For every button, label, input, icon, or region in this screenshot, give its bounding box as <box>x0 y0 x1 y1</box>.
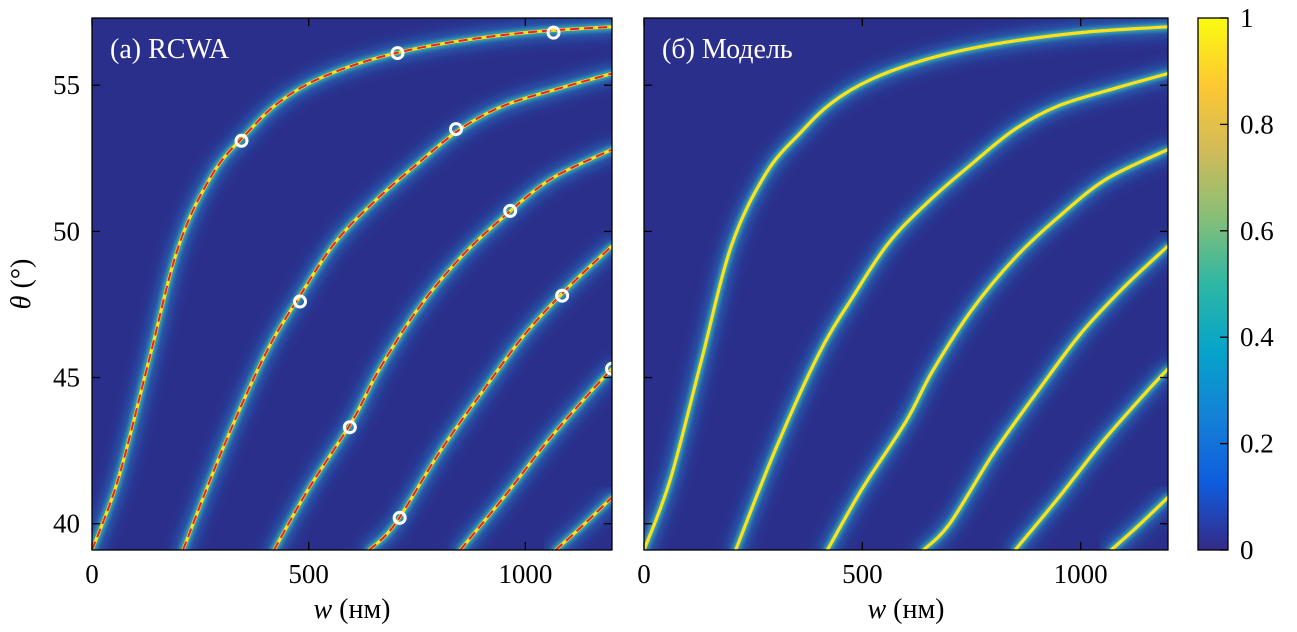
panel-a-xtick-label: 0 <box>85 559 99 589</box>
panel-b-band-core-5 <box>1013 367 1168 550</box>
fit-line-1 <box>92 25 612 550</box>
panel-b-xtick-label: 1000 <box>1054 559 1108 589</box>
panel-a-xtick-label: 500 <box>288 559 329 589</box>
data-marker-10 <box>392 510 407 525</box>
panel-a-xlabel-unit: (нм) <box>332 594 390 625</box>
colorbar-tick-label: 1 <box>1240 3 1254 33</box>
colorbar-tick-label: 0.8 <box>1240 109 1274 139</box>
colorbar-tick-label: 0 <box>1240 535 1254 565</box>
ytick-label: 45 <box>53 363 80 393</box>
data-marker-5 <box>293 294 307 309</box>
panel-b-ticks: 0 500 1000 <box>637 18 1168 589</box>
data-marker-3 <box>546 25 561 40</box>
panel-a-frame <box>91 17 613 551</box>
fit-line-6 <box>555 496 612 550</box>
panel-b-xlabel: w (нм) <box>867 594 944 625</box>
panel-a-label: (a) RCWA <box>110 34 230 65</box>
colorbar: 0 0.2 0.4 0.6 0.8 1 <box>1197 3 1274 565</box>
panel-b-band-core-6 <box>1109 495 1168 550</box>
panel-a-ticks: 0 500 1000 40 45 50 55 <box>53 18 612 589</box>
data-marker-2 <box>390 46 405 61</box>
colorbar-gradient <box>1197 17 1229 551</box>
panel-b-band-core-4 <box>921 244 1168 550</box>
y-axis-label: θ (°) <box>6 259 37 310</box>
panel-b-xtick-label: 0 <box>637 559 651 589</box>
data-marker-7 <box>555 288 570 303</box>
panel-b-xlabel-unit: (нм) <box>886 594 944 625</box>
panel-b-xtick-label: 500 <box>842 559 883 589</box>
ytick-label: 50 <box>53 216 80 246</box>
panel-b-label: (б) Модель <box>662 34 793 65</box>
fit-line-3 <box>273 148 612 550</box>
colorbar-tick-label: 0.6 <box>1240 216 1274 246</box>
ytick-label: 40 <box>53 509 80 539</box>
fit-line-5 <box>459 368 612 550</box>
panel-a-fit-lines <box>92 25 612 550</box>
colorbar-ticks: 0 0.2 0.4 0.6 0.8 1 <box>1220 3 1274 565</box>
panel-b-band-core-3 <box>825 147 1168 550</box>
ylabel-unit: (°) <box>6 259 37 296</box>
panel-a-markers <box>234 25 619 525</box>
data-marker-6 <box>503 203 518 218</box>
panel-rcwa: (a) RCWA 0 500 1000 40 45 50 55 w (нм) θ (°) <box>6 17 619 625</box>
panel-model: (б) Модель 0 500 1000 w (нм) <box>637 17 1169 625</box>
ytick-label: 55 <box>53 70 80 100</box>
fit-line-2 <box>182 72 612 550</box>
panel-b-bands <box>644 18 1168 550</box>
panel-b-frame <box>643 17 1169 551</box>
panel-a-band-core-4 <box>367 244 612 550</box>
colorbar-tick-label: 0.4 <box>1240 322 1274 352</box>
panel-b-band-core-2 <box>734 71 1168 550</box>
panel-a-xlabel: w (нм) <box>313 594 390 625</box>
data-marker-8 <box>342 420 357 435</box>
panel-a-xlabel-var: w <box>313 594 332 625</box>
ylabel-var: θ <box>6 295 37 309</box>
panel-b-band-core-1 <box>644 25 1168 550</box>
panel-b-xlabel-var: w <box>867 594 886 625</box>
colorbar-tick-label: 0.2 <box>1240 429 1274 459</box>
data-marker-1 <box>234 133 249 148</box>
panel-a-xtick-label: 1000 <box>498 559 552 589</box>
data-marker-4 <box>449 122 463 137</box>
